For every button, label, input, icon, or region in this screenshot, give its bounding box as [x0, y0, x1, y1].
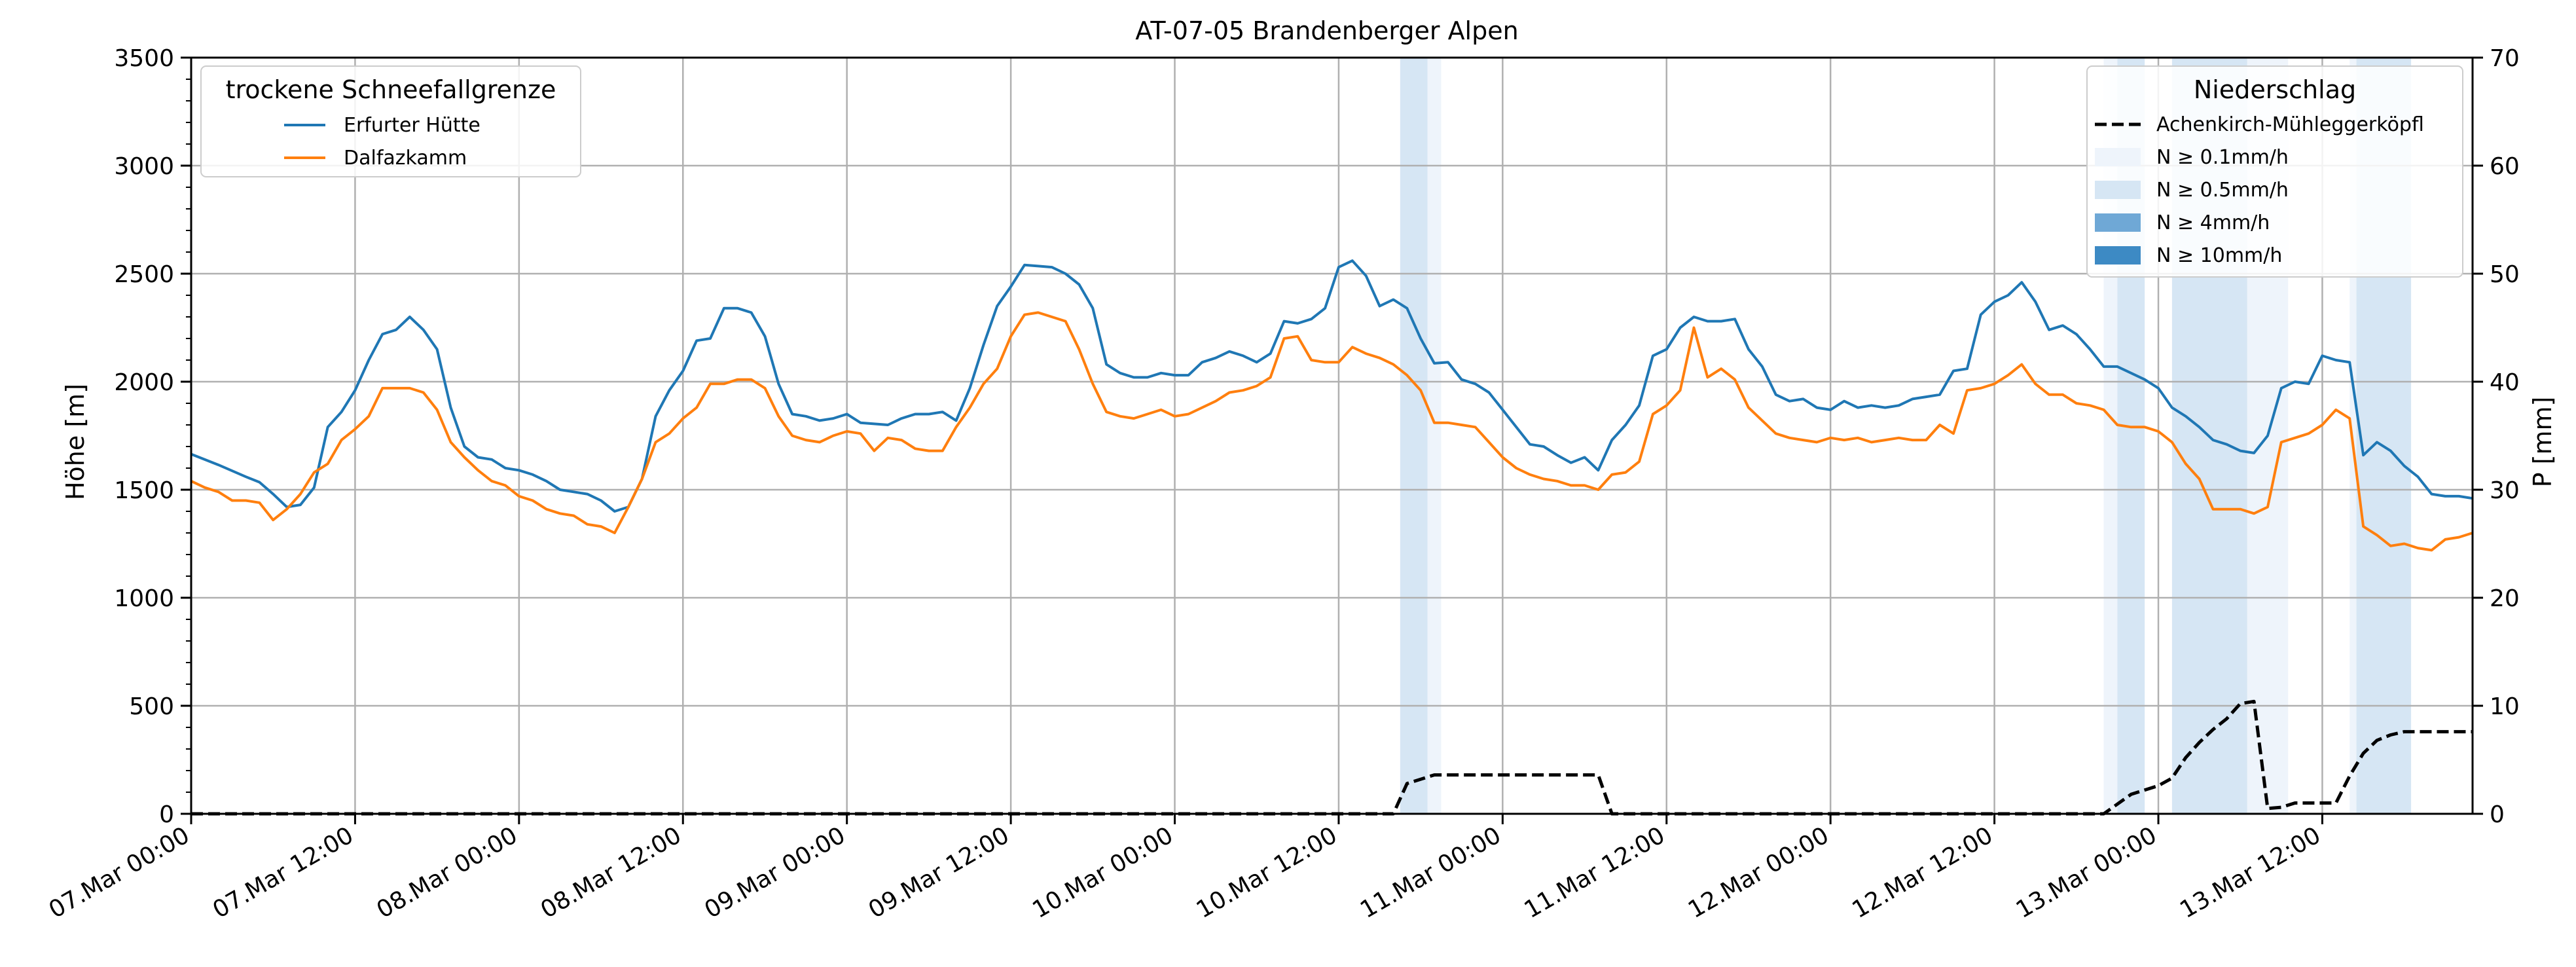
- legend-precipitation-entry-0: Achenkirch-Mühleggerköpfl: [2156, 113, 2424, 136]
- y2-tick-label-0: 0: [2490, 801, 2505, 828]
- y2-axis-label: P [mm]: [2528, 397, 2557, 488]
- y-tick-label-6: 3000: [114, 153, 174, 180]
- legend-precipitation-entry-2: N ≥ 0.5mm/h: [2156, 179, 2289, 202]
- y-tick-label-1: 500: [129, 693, 174, 720]
- legend-precipitation-entry-4: N ≥ 10mm/h: [2156, 244, 2282, 267]
- y-tick-label-4: 2000: [114, 369, 174, 396]
- legend-precipitation-swatch-4: [2095, 246, 2141, 265]
- series-line-2: [191, 699, 2473, 816]
- series-lines: [190, 259, 2473, 816]
- legend-precipitation-entry-1: N ≥ 0.1mm/h: [2156, 146, 2289, 169]
- chart-title: AT-07-05 Brandenberger Alpen: [1135, 16, 1518, 45]
- precip-band-1-0: [1400, 58, 1428, 814]
- y2-tick-label-7: 70: [2490, 45, 2520, 72]
- precip-band-0-0: [1427, 58, 1442, 814]
- legend-precipitation: Niederschlag Achenkirch-Mühleggerköpfl N ≥…: [2086, 65, 2463, 278]
- y2-tick-label-6: 60: [2490, 153, 2520, 180]
- legend-precipitation-box: [2086, 65, 2463, 278]
- y-axis-label: Höhe [m]: [61, 384, 90, 500]
- legend-precipitation-entry-3: N ≥ 4mm/h: [2156, 211, 2270, 234]
- y2-tick-label-4: 40: [2490, 369, 2520, 396]
- y-tick-label-5: 2500: [114, 261, 174, 288]
- y-tick-label-7: 3500: [114, 45, 174, 72]
- legend-snowline-box: [200, 65, 581, 177]
- series-line-0: [190, 259, 2473, 513]
- y2-tick-label-3: 30: [2490, 477, 2520, 504]
- legend-precipitation-title: Niederschlag: [2194, 75, 2356, 104]
- y2-tick-label-2: 20: [2490, 585, 2520, 612]
- plot-frame: [190, 56, 2474, 815]
- legend-precipitation-swatch-1: [2095, 148, 2141, 166]
- legend-snowline: trockene Schneefallgrenze Erfurter Hütte D…: [200, 65, 581, 177]
- y-tick-label-2: 1000: [114, 585, 174, 612]
- y-tick-label-0: 0: [159, 801, 174, 828]
- series-line-1: [190, 311, 2473, 552]
- legend-snowline-entry-0: Erfurter Hütte: [344, 114, 481, 137]
- y2-tick-label-5: 50: [2490, 261, 2520, 288]
- legend-snowline-title: trockene Schneefallgrenze: [226, 75, 556, 104]
- legend-precipitation-swatch-2: [2095, 181, 2141, 199]
- legend-snowline-entry-1: Dalfazkamm: [344, 147, 467, 170]
- y2-tick-label-1: 10: [2490, 693, 2520, 720]
- legend-precipitation-swatch-3: [2095, 213, 2141, 232]
- y-tick-label-3: 1500: [114, 477, 174, 504]
